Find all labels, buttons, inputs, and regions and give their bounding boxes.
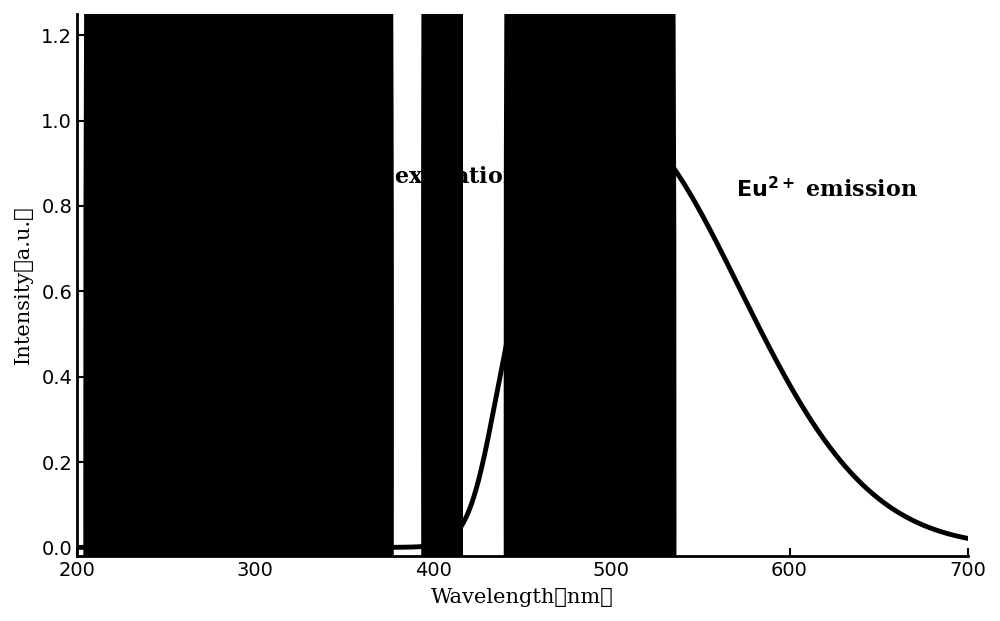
FancyBboxPatch shape: [422, 0, 463, 621]
FancyBboxPatch shape: [422, 0, 463, 621]
FancyBboxPatch shape: [580, 0, 621, 621]
FancyBboxPatch shape: [635, 0, 676, 621]
FancyBboxPatch shape: [318, 0, 352, 621]
FancyBboxPatch shape: [137, 0, 185, 621]
FancyBboxPatch shape: [422, 0, 463, 621]
Text: $\mathbf{Mn}^{\mathbf{2+}}$ excitation: $\mathbf{Mn}^{\mathbf{2+}}$ excitation: [318, 165, 519, 189]
FancyBboxPatch shape: [422, 0, 463, 621]
Text: $\mathbf{Eu}^{\mathbf{2+}}$ emission: $\mathbf{Eu}^{\mathbf{2+}}$ emission: [736, 177, 918, 202]
FancyBboxPatch shape: [504, 0, 548, 621]
FancyBboxPatch shape: [422, 0, 463, 621]
FancyBboxPatch shape: [295, 0, 336, 621]
FancyBboxPatch shape: [349, 0, 393, 621]
FancyBboxPatch shape: [422, 0, 463, 621]
Y-axis label: Intensity（a.u.）: Intensity（a.u.）: [14, 206, 33, 364]
FancyBboxPatch shape: [422, 0, 463, 621]
FancyBboxPatch shape: [83, 0, 117, 621]
FancyBboxPatch shape: [422, 0, 463, 621]
FancyBboxPatch shape: [548, 0, 596, 621]
FancyBboxPatch shape: [108, 0, 146, 621]
FancyBboxPatch shape: [349, 0, 393, 621]
FancyBboxPatch shape: [349, 0, 393, 621]
FancyBboxPatch shape: [349, 0, 393, 621]
FancyBboxPatch shape: [269, 0, 313, 621]
FancyBboxPatch shape: [422, 0, 463, 621]
FancyBboxPatch shape: [240, 0, 288, 621]
FancyBboxPatch shape: [422, 0, 463, 621]
FancyBboxPatch shape: [349, 0, 393, 621]
FancyBboxPatch shape: [602, 0, 646, 621]
FancyBboxPatch shape: [192, 0, 233, 621]
FancyBboxPatch shape: [217, 0, 258, 621]
FancyBboxPatch shape: [162, 0, 217, 621]
FancyBboxPatch shape: [349, 0, 393, 621]
X-axis label: Wavelength（nm）: Wavelength（nm）: [431, 588, 614, 607]
FancyBboxPatch shape: [349, 0, 393, 621]
FancyBboxPatch shape: [349, 0, 393, 621]
FancyBboxPatch shape: [349, 0, 393, 621]
FancyBboxPatch shape: [521, 0, 573, 621]
FancyBboxPatch shape: [422, 0, 463, 621]
